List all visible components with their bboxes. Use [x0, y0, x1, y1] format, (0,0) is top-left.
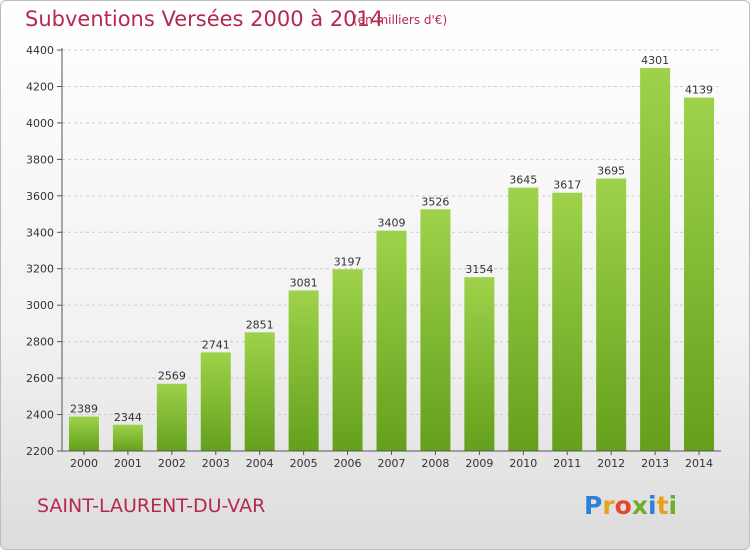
data-label: 2344: [114, 411, 142, 424]
brand-letter: i: [648, 491, 657, 520]
data-label: 3409: [378, 217, 406, 230]
x-tick-label: 2002: [158, 457, 186, 470]
bar: [684, 97, 715, 451]
bar: [508, 187, 539, 451]
brand-logo: Proxiti: [584, 491, 677, 520]
y-tick-label: 2400: [26, 409, 54, 422]
x-tick-label: 2013: [641, 457, 669, 470]
x-tick-label: 2004: [246, 457, 274, 470]
data-label: 4301: [641, 54, 669, 67]
x-tick-label: 2001: [114, 457, 142, 470]
data-label: 3695: [597, 165, 625, 178]
y-tick-label: 2800: [26, 336, 54, 349]
y-tick-label: 2600: [26, 372, 54, 385]
y-tick-label: 4400: [26, 44, 54, 57]
data-label: 3197: [334, 255, 362, 268]
bar: [332, 269, 363, 451]
x-tick-label: 2009: [465, 457, 493, 470]
y-tick-label: 3200: [26, 263, 54, 276]
chart-subtitle: (en milliers d'€): [353, 13, 448, 27]
brand-letter: t: [656, 491, 669, 520]
bar: [112, 424, 143, 451]
bar: [640, 68, 671, 452]
bar: [596, 178, 627, 452]
y-tick-label: 4000: [26, 117, 54, 130]
data-label: 3617: [553, 179, 581, 192]
data-label: 4139: [685, 84, 713, 97]
data-label: 2851: [246, 318, 274, 331]
data-label: 3645: [509, 174, 537, 187]
data-label: 2569: [158, 370, 186, 383]
bar: [464, 277, 495, 451]
data-label: 3154: [465, 263, 493, 276]
bar: [200, 352, 231, 451]
bar: [156, 383, 187, 451]
x-tick-label: 2003: [202, 457, 230, 470]
bar: [288, 290, 319, 451]
x-tick-label: 2008: [421, 457, 449, 470]
bars: 2389 2344 2569 2741 2851 3081 3197 3409 3526 3154…: [68, 54, 715, 452]
axes: 2200 2400 2600 2800 3000 3200 3400 3600 3800 4000…: [26, 44, 721, 470]
y-tick-label: 3400: [26, 226, 54, 239]
data-label: 2389: [70, 403, 98, 416]
x-tick-label: 2005: [290, 457, 318, 470]
y-tick-label: 2200: [26, 445, 54, 458]
data-label: 2741: [202, 338, 230, 351]
bar: [244, 332, 275, 451]
x-tick-label: 2012: [597, 457, 625, 470]
y-tick-label: 3800: [26, 153, 54, 166]
data-label: 3081: [290, 276, 318, 289]
x-tick-label: 2007: [378, 457, 406, 470]
brand-letter: o: [614, 491, 632, 520]
bar: [68, 416, 99, 451]
data-label: 3526: [421, 195, 449, 208]
brand-letter: P: [584, 491, 603, 520]
x-tick-label: 2000: [70, 457, 98, 470]
bar: [552, 192, 583, 451]
chart-title: Subventions Versées 2000 à 2014: [25, 7, 384, 31]
y-tick-label: 3000: [26, 299, 54, 312]
x-tick-label: 2006: [334, 457, 362, 470]
y-tick-label: 3600: [26, 190, 54, 203]
brand-letter: i: [668, 491, 678, 520]
x-tick-label: 2010: [509, 457, 537, 470]
brand-letter: x: [631, 491, 648, 520]
x-tick-label: 2014: [685, 457, 713, 470]
location-label: SAINT-LAURENT-DU-VAR: [37, 495, 266, 517]
brand-letter: r: [602, 491, 615, 520]
bar: [376, 230, 407, 451]
x-tick-label: 2011: [553, 457, 581, 470]
y-tick-label: 4200: [26, 80, 54, 93]
bar: [420, 209, 451, 451]
